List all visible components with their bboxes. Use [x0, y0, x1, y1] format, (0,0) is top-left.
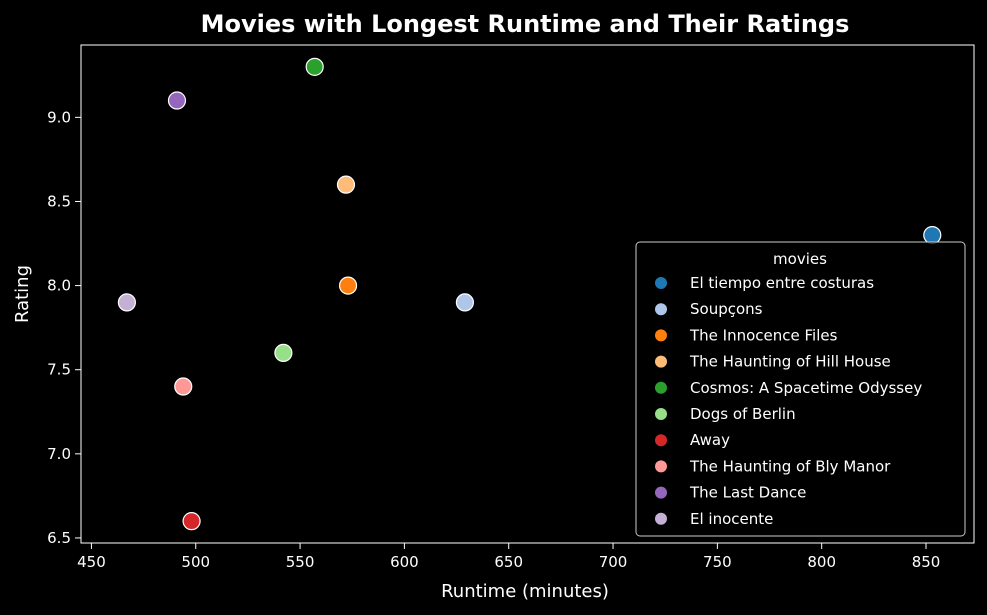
legend-label: The Haunting of Hill House: [689, 353, 891, 371]
legend-marker: [655, 408, 667, 420]
legend-marker: [655, 355, 667, 368]
legend-marker: [655, 460, 667, 473]
y-tick-label: 6.5: [47, 529, 71, 547]
legend-marker: [655, 277, 667, 289]
data-point: [455, 293, 475, 312]
y-axis-label: Rating: [12, 265, 33, 323]
legend-label: Soupçons: [690, 300, 763, 318]
legend-label: El inocente: [690, 510, 773, 528]
legend-label: Cosmos: A Spacetime Odyssey: [690, 379, 922, 397]
x-axis: 450 500 550 600 650 700 750 800 850: [77, 543, 940, 571]
x-tick-label: 800: [807, 553, 836, 571]
data-point: [336, 175, 356, 194]
legend-label: Away: [690, 431, 730, 449]
legend-box: [635, 241, 966, 537]
data-points: [117, 57, 942, 531]
y-tick-label: 7.5: [47, 361, 71, 379]
legend: movies El tiempo entre costuras Soupçons T…: [635, 241, 966, 537]
x-tick-label: 700: [599, 553, 628, 571]
x-axis-label: Runtime (minutes): [441, 581, 609, 602]
legend-marker: [655, 303, 667, 316]
data-point: [182, 512, 201, 531]
legend-label: El tiempo entre costuras: [690, 274, 874, 292]
data-point: [167, 91, 187, 110]
x-tick-label: 750: [703, 553, 732, 571]
legend-label: The Innocence Files: [689, 326, 838, 344]
legend-marker: [655, 486, 667, 499]
legend-marker: [655, 434, 667, 447]
y-tick-label: 8.0: [47, 277, 71, 295]
data-point: [338, 276, 358, 295]
data-point: [117, 293, 137, 312]
x-tick-label: 850: [912, 553, 941, 571]
x-tick-label: 550: [286, 553, 315, 571]
legend-marker: [655, 512, 667, 525]
y-tick-label: 9.0: [47, 108, 71, 126]
x-tick-label: 500: [181, 553, 210, 571]
x-tick-label: 450: [77, 553, 106, 571]
y-tick-label: 8.5: [47, 192, 71, 210]
y-tick-label: 7.0: [47, 445, 71, 463]
data-point: [923, 226, 942, 245]
data-point: [174, 377, 193, 396]
legend-items: El tiempo entre costuras Soupçons The Inno…: [655, 274, 922, 528]
data-point: [274, 343, 293, 362]
x-tick-label: 600: [390, 553, 419, 571]
legend-marker: [655, 329, 667, 342]
legend-label: The Last Dance: [689, 484, 806, 502]
chart-title: Movies with Longest Runtime and Their Ra…: [201, 10, 850, 38]
data-point: [305, 57, 324, 76]
y-axis: 6.5 7.0 7.5 8.0 8.5 9.0: [47, 108, 81, 547]
x-tick-label: 650: [494, 553, 523, 571]
legend-title: movies: [773, 250, 827, 268]
legend-label: The Haunting of Bly Manor: [689, 457, 891, 475]
legend-label: Dogs of Berlin: [690, 405, 796, 423]
legend-marker: [655, 381, 667, 394]
